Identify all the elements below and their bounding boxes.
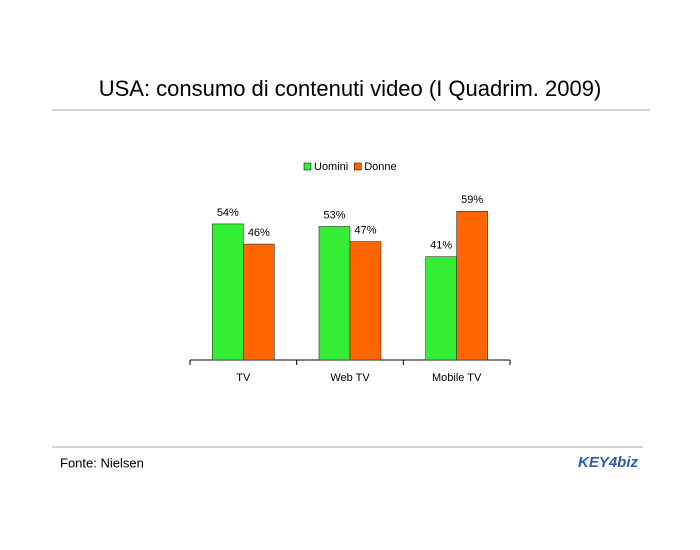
chart-title: USA: consumo di contenuti video (I Quadr… — [99, 76, 602, 101]
value-label: 46% — [248, 227, 270, 239]
source: Fonte: Nielsen — [60, 455, 144, 470]
bar — [243, 243, 275, 361]
logo: KEY4biz — [578, 454, 639, 471]
legend-swatch — [353, 162, 362, 171]
bar — [349, 241, 382, 361]
legend-label: Donne — [364, 161, 396, 173]
legend-swatch — [303, 162, 312, 171]
value-label: 53% — [323, 209, 345, 221]
x-tick-label: TV — [236, 372, 251, 384]
value-label: 41% — [430, 240, 452, 252]
legend-label: Uomini — [314, 161, 348, 173]
bar — [425, 256, 457, 361]
bar — [212, 223, 244, 361]
x-tick-label: Mobile TV — [432, 372, 482, 384]
bar — [456, 211, 488, 361]
x-tick-label: Web TV — [330, 372, 370, 384]
bar — [318, 226, 351, 361]
value-label: 54% — [217, 207, 239, 219]
value-label: 59% — [461, 194, 483, 206]
value-label: 47% — [354, 224, 376, 236]
